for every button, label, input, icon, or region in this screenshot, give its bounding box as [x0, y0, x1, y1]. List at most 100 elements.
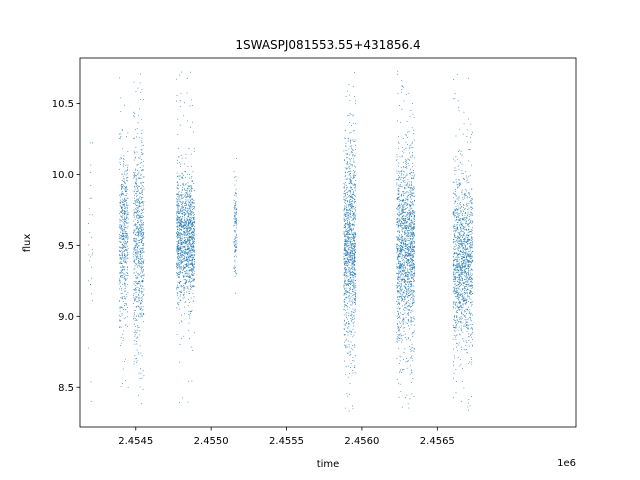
- data-point: [137, 214, 139, 215]
- data-point: [353, 266, 354, 268]
- data-point: [398, 396, 400, 398]
- data-point: [181, 71, 183, 73]
- data-point: [143, 294, 144, 296]
- data-point: [138, 198, 139, 200]
- data-point: [177, 234, 179, 235]
- data-point: [350, 181, 352, 183]
- data-point: [179, 105, 181, 107]
- data-point: [121, 216, 123, 217]
- data-point: [405, 211, 407, 213]
- data-point: [120, 237, 122, 239]
- data-point: [233, 225, 235, 227]
- data-point: [398, 281, 400, 283]
- data-point: [402, 266, 404, 268]
- data-point: [411, 317, 413, 318]
- data-point: [397, 327, 399, 329]
- data-point: [401, 218, 402, 220]
- data-point: [354, 332, 356, 334]
- data-point: [90, 164, 92, 166]
- data-point: [398, 199, 400, 201]
- data-point: [183, 185, 185, 186]
- data-point: [133, 318, 134, 320]
- data-point: [352, 114, 354, 116]
- data-point: [348, 264, 350, 266]
- data-point: [133, 317, 135, 319]
- data-point: [176, 267, 178, 268]
- data-point: [193, 218, 194, 220]
- data-point: [352, 234, 354, 236]
- data-point: [402, 255, 403, 257]
- data-point: [351, 201, 352, 202]
- data-point: [349, 259, 351, 260]
- data-point: [189, 105, 191, 107]
- data-point: [403, 274, 404, 276]
- data-point: [122, 232, 123, 234]
- data-point: [411, 264, 413, 266]
- data-point: [345, 260, 347, 262]
- data-point: [404, 220, 406, 222]
- data-point: [127, 151, 129, 152]
- data-point: [141, 403, 143, 405]
- data-point: [176, 226, 178, 227]
- data-point: [182, 201, 184, 203]
- data-point: [178, 272, 180, 274]
- data-point: [344, 279, 346, 281]
- data-point: [138, 233, 140, 235]
- data-point: [354, 245, 356, 246]
- data-point: [180, 272, 182, 274]
- data-point: [136, 191, 137, 192]
- data-point: [399, 156, 401, 158]
- data-point: [136, 360, 138, 362]
- data-point: [137, 177, 139, 179]
- data-point: [192, 350, 194, 351]
- data-point: [404, 243, 406, 245]
- data-point: [90, 236, 92, 238]
- data-point: [344, 262, 346, 264]
- data-point: [343, 274, 345, 276]
- data-point: [137, 325, 138, 327]
- data-point: [141, 302, 142, 304]
- data-point: [192, 263, 194, 265]
- data-point: [120, 194, 122, 195]
- data-point: [350, 281, 352, 283]
- data-point: [350, 258, 351, 260]
- data-point: [189, 275, 191, 277]
- data-point: [353, 257, 355, 259]
- data-point: [405, 161, 406, 163]
- data-point: [411, 177, 413, 179]
- data-point: [177, 219, 179, 221]
- data-point: [406, 291, 408, 293]
- data-point: [353, 287, 355, 289]
- data-point: [178, 247, 180, 249]
- data-point: [345, 145, 347, 147]
- data-point: [353, 198, 355, 200]
- data-point: [184, 227, 186, 229]
- data-point: [411, 189, 413, 191]
- data-point: [348, 166, 350, 167]
- data-point: [402, 334, 404, 336]
- data-point: [186, 211, 188, 212]
- data-point: [404, 290, 406, 292]
- data-point: [352, 263, 353, 264]
- data-point: [403, 352, 405, 353]
- data-point: [185, 264, 187, 265]
- data-point: [352, 214, 353, 216]
- data-point: [400, 251, 401, 253]
- data-point: [127, 239, 129, 241]
- data-point: [178, 266, 180, 268]
- data-point: [126, 217, 127, 219]
- data-point: [349, 249, 351, 251]
- data-point: [125, 182, 126, 184]
- data-point: [136, 207, 138, 209]
- data-point: [180, 238, 182, 240]
- data-point: [396, 172, 398, 174]
- data-point: [194, 262, 195, 264]
- data-point: [398, 223, 400, 225]
- data-point: [179, 237, 180, 239]
- data-point: [412, 238, 414, 240]
- data-point: [140, 275, 142, 277]
- data-point: [123, 188, 125, 190]
- data-point: [236, 213, 237, 215]
- data-point: [354, 240, 356, 242]
- data-point: [140, 231, 142, 232]
